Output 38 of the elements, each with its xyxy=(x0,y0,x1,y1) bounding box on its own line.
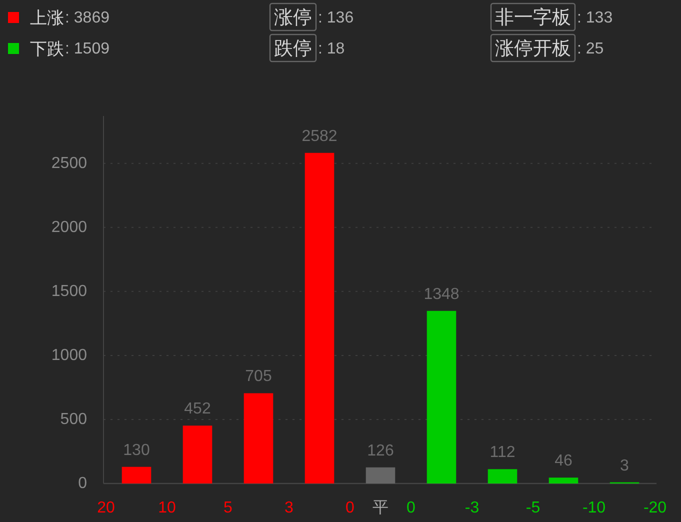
ytick-label: 2500 xyxy=(51,154,87,172)
ytick-label: 1500 xyxy=(51,282,87,300)
xtick-label: -10 xyxy=(582,500,606,516)
xtick-label: 0 xyxy=(406,500,416,516)
annotation: 涨停 xyxy=(274,8,312,28)
ytick-label: 500 xyxy=(60,410,87,428)
legend-label: 下跌 xyxy=(30,40,64,58)
xtick-label: 20 xyxy=(97,500,115,516)
xtick-label: 10 xyxy=(158,500,176,516)
ytick-label: 2000 xyxy=(51,218,87,236)
data-label: 46 xyxy=(554,452,572,470)
data-label: 3 xyxy=(620,457,629,474)
legend-label: 上涨 xyxy=(30,8,64,28)
annotation: 非一字板 xyxy=(495,8,571,28)
xtick-label: 5 xyxy=(224,500,232,516)
data-label: 2582 xyxy=(302,128,338,145)
annotation: : 25 xyxy=(577,40,604,58)
annotation: : 1509 xyxy=(65,40,110,58)
xtick-label: 3 xyxy=(284,500,294,516)
data-label: 112 xyxy=(490,444,516,462)
annotation: : 18 xyxy=(318,40,345,58)
data-label: 130 xyxy=(123,442,150,459)
xtick-label: 0 xyxy=(346,500,354,516)
annotation: : 3869 xyxy=(65,10,110,26)
annotation: : 136 xyxy=(318,10,354,26)
data-label: 705 xyxy=(245,368,272,386)
annotation: 涨停开板 xyxy=(495,38,571,60)
xtick-label: -5 xyxy=(526,500,540,516)
data-label: 126 xyxy=(367,442,394,460)
xtick-label: -3 xyxy=(464,500,480,516)
xtick-label: -20 xyxy=(643,500,667,516)
annotation: 跌停 xyxy=(274,38,312,60)
data-label: 1348 xyxy=(424,286,460,303)
ytick-label: 0 xyxy=(78,475,87,492)
annotation: : 133 xyxy=(577,10,613,26)
xtick-label: 平 xyxy=(372,500,388,516)
ytick-label: 1000 xyxy=(51,346,87,364)
data-label: 452 xyxy=(184,400,211,418)
